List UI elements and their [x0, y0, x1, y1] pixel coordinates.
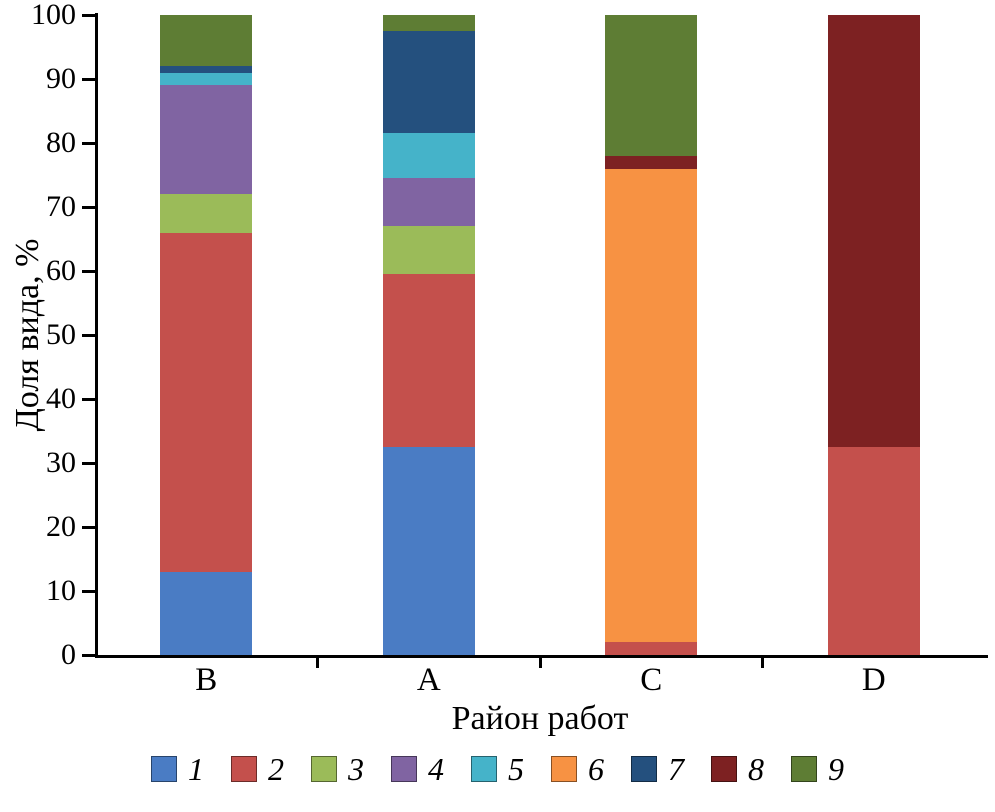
legend-item-7: 7: [631, 752, 684, 786]
y-tick-label: 50: [46, 318, 76, 351]
bar-segment-A-series-2: [382, 274, 475, 447]
bar-segment-A-series-4: [382, 178, 475, 227]
legend-label-2: 2: [268, 751, 284, 787]
y-tick-label: 40: [46, 382, 76, 415]
legend-swatch-4: [391, 756, 417, 782]
y-tick-label: 0: [61, 638, 76, 671]
bar-segment-A-series-9: [382, 15, 475, 31]
bar-segment-A-series-5: [382, 133, 475, 179]
bar-segment-C-series-9: [605, 15, 698, 156]
legend-label-6: 6: [588, 751, 604, 787]
x-tick-mark: [538, 658, 542, 668]
y-tick-label: 80: [46, 126, 76, 159]
bar-segment-B-series-1: [160, 571, 253, 655]
y-tick-mark: [82, 589, 95, 593]
bar-segment-D-series-2: [827, 447, 920, 655]
legend-label-3: 3: [348, 751, 364, 787]
bar-segment-A-series-3: [382, 226, 475, 275]
y-tick-label: 70: [46, 190, 76, 223]
bar-segment-B-series-9: [160, 15, 253, 67]
legend-swatch-5: [471, 756, 497, 782]
y-tick-label: 20: [46, 510, 76, 543]
legend-label-5: 5: [508, 751, 524, 787]
y-tick-mark: [82, 653, 95, 657]
y-tick-mark: [82, 77, 95, 81]
y-tick-mark: [82, 13, 95, 17]
legend-swatch-3: [311, 756, 337, 782]
legend-label-9: 9: [828, 751, 844, 787]
legend-label-4: 4: [428, 751, 444, 787]
legend-label-7: 7: [668, 751, 684, 787]
legend-item-5: 5: [471, 752, 524, 786]
legend-swatch-1: [151, 756, 177, 782]
bar-segment-B-series-4: [160, 85, 253, 195]
legend-swatch-9: [791, 756, 817, 782]
bar-segment-C-series-8: [605, 155, 698, 169]
bar-segment-B-series-2: [160, 232, 253, 572]
legend: 1 2 3 4 5 6 7 8 9: [0, 752, 995, 786]
x-tick-mark: [761, 658, 764, 668]
y-tick-mark: [82, 269, 95, 273]
legend-item-3: 3: [311, 752, 364, 786]
y-tick-label: 100: [31, 0, 76, 31]
y-tick-label: 90: [46, 62, 76, 95]
legend-label-8: 8: [748, 751, 764, 787]
x-category-label-B: B: [195, 662, 218, 698]
y-tick-mark: [82, 333, 95, 337]
x-axis-title: Район работ: [451, 700, 629, 737]
bar-segment-A-series-7: [382, 31, 475, 134]
x-category-label-D: D: [861, 662, 886, 698]
legend-item-2: 2: [231, 752, 284, 786]
legend-swatch-8: [711, 756, 737, 782]
bar-segment-A-series-1: [382, 447, 475, 655]
legend-item-1: 1: [151, 752, 204, 786]
legend-swatch-7: [631, 756, 657, 782]
legend-item-8: 8: [711, 752, 764, 786]
bar-segment-B-series-5: [160, 72, 253, 86]
y-tick-label: 10: [46, 574, 76, 607]
y-axis-line: [95, 13, 98, 658]
legend-label-1: 1: [188, 751, 204, 787]
y-tick-label: 30: [46, 446, 76, 479]
y-axis-title: Доля вида, %: [9, 238, 46, 432]
y-tick-mark: [82, 141, 95, 145]
bar-segment-B-series-3: [160, 194, 253, 233]
y-tick-mark: [82, 205, 95, 209]
legend-swatch-2: [231, 756, 257, 782]
y-tick-label: 60: [46, 254, 76, 287]
x-category-label-C: C: [640, 662, 663, 698]
legend-item-4: 4: [391, 752, 444, 786]
legend-swatch-6: [551, 756, 577, 782]
bar-segment-C-series-2: [605, 642, 698, 655]
x-tick-mark: [316, 658, 319, 668]
y-tick-mark: [82, 397, 95, 401]
bar-segment-D-series-8: [827, 15, 920, 447]
y-tick-mark: [82, 461, 95, 465]
x-axis-line: [95, 655, 988, 658]
legend-item-9: 9: [791, 752, 844, 786]
legend-item-6: 6: [551, 752, 604, 786]
bar-segment-C-series-6: [605, 168, 698, 643]
x-category-label-A: A: [416, 662, 441, 698]
plot-area: [95, 15, 985, 655]
y-tick-mark: [82, 525, 95, 529]
bar-segment-B-series-7: [160, 66, 253, 73]
